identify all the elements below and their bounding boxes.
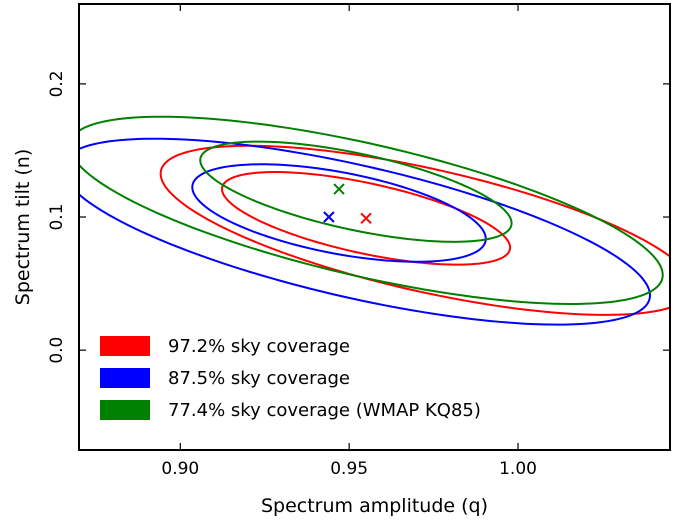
contour-inner-series-1: [191, 163, 487, 263]
plot-frame: [78, 3, 671, 451]
best-fit-marker-series-1: [323, 211, 335, 223]
y-tick-label-1: 0.1: [47, 203, 67, 230]
best-fit-markers-layer: [323, 183, 372, 225]
legend-swatch-2: [100, 400, 150, 420]
legend-label-2: 77.4% sky coverage (WMAP KQ85): [168, 400, 481, 421]
contour-inner-series-0: [221, 171, 512, 266]
contours-layer: [79, 115, 670, 326]
y-axis-label: Spectrum tilt (n): [12, 149, 34, 305]
x-axis-label: Spectrum amplitude (q): [261, 495, 488, 517]
contour-outer-series-0: [159, 144, 670, 316]
contour-inner-series-2: [199, 140, 513, 243]
plot-background: [79, 4, 670, 450]
x-tick-label-0: 0.90: [161, 459, 199, 479]
x-tick-label-2: 1.00: [499, 459, 537, 479]
legend: 97.2% sky coverage 87.5% sky coverage 77.4…: [100, 336, 481, 421]
legend-swatch-0: [100, 336, 150, 356]
best-fit-marker-series-0: [360, 212, 372, 225]
axis-ticks: 0.90 0.95 1.00 0.0 0.1 0.2: [47, 4, 670, 479]
legend-label-0: 97.2% sky coverage: [168, 336, 350, 357]
legend-swatch-1: [100, 368, 150, 388]
x-tick-label-1: 0.95: [330, 459, 368, 479]
best-fit-marker-series-2: [333, 183, 345, 195]
legend-label-1: 87.5% sky coverage: [168, 368, 350, 389]
y-tick-label-2: 0.2: [47, 70, 67, 97]
contour-outer-series-2: [79, 115, 664, 306]
y-tick-label-0: 0.0: [47, 337, 67, 364]
contour-outer-series-1: [79, 137, 651, 326]
